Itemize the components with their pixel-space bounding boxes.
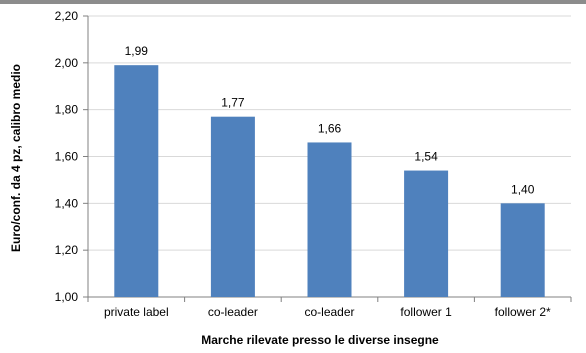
bar	[114, 65, 159, 297]
data-label: 1,40	[511, 182, 535, 196]
y-axis-title: Euro/conf. da 4 pz, calibro medio	[9, 64, 23, 252]
bars	[114, 65, 545, 297]
y-tick-label: 1,80	[55, 103, 79, 117]
x-tick-label: co-leader	[304, 305, 354, 319]
y-tick-label: 1,40	[55, 196, 79, 210]
data-labels: 1,99 1,77 1,66 1,54 1,40	[125, 44, 535, 196]
bar	[210, 116, 255, 297]
bar	[307, 142, 352, 297]
y-axis-ticks: 1,00 1,20 1,40 1,60 1,80 2,00 2,20	[55, 9, 571, 304]
y-tick-label: 2,20	[55, 9, 79, 23]
bar	[404, 170, 449, 297]
data-label: 1,99	[125, 44, 149, 58]
data-label: 1,77	[221, 96, 245, 110]
y-tick-label: 1,00	[55, 290, 79, 304]
bar	[500, 203, 545, 297]
x-tick-label: co-leader	[208, 305, 258, 319]
data-label: 1,66	[318, 121, 342, 135]
x-tick-label: follower 2*	[495, 305, 551, 319]
top-border	[0, 0, 586, 4]
x-tick-label: private label	[104, 305, 169, 319]
data-label: 1,54	[414, 150, 438, 164]
x-axis-title: Marche rilevate presso le diverse insegn…	[201, 333, 439, 347]
y-tick-label: 1,60	[55, 150, 79, 164]
y-tick-label: 2,00	[55, 56, 79, 70]
x-tick-label: follower 1	[400, 305, 452, 319]
y-tick-label: 1,20	[55, 243, 79, 257]
x-axis-ticks: private label co-leader co-leader follower …	[87, 297, 572, 319]
